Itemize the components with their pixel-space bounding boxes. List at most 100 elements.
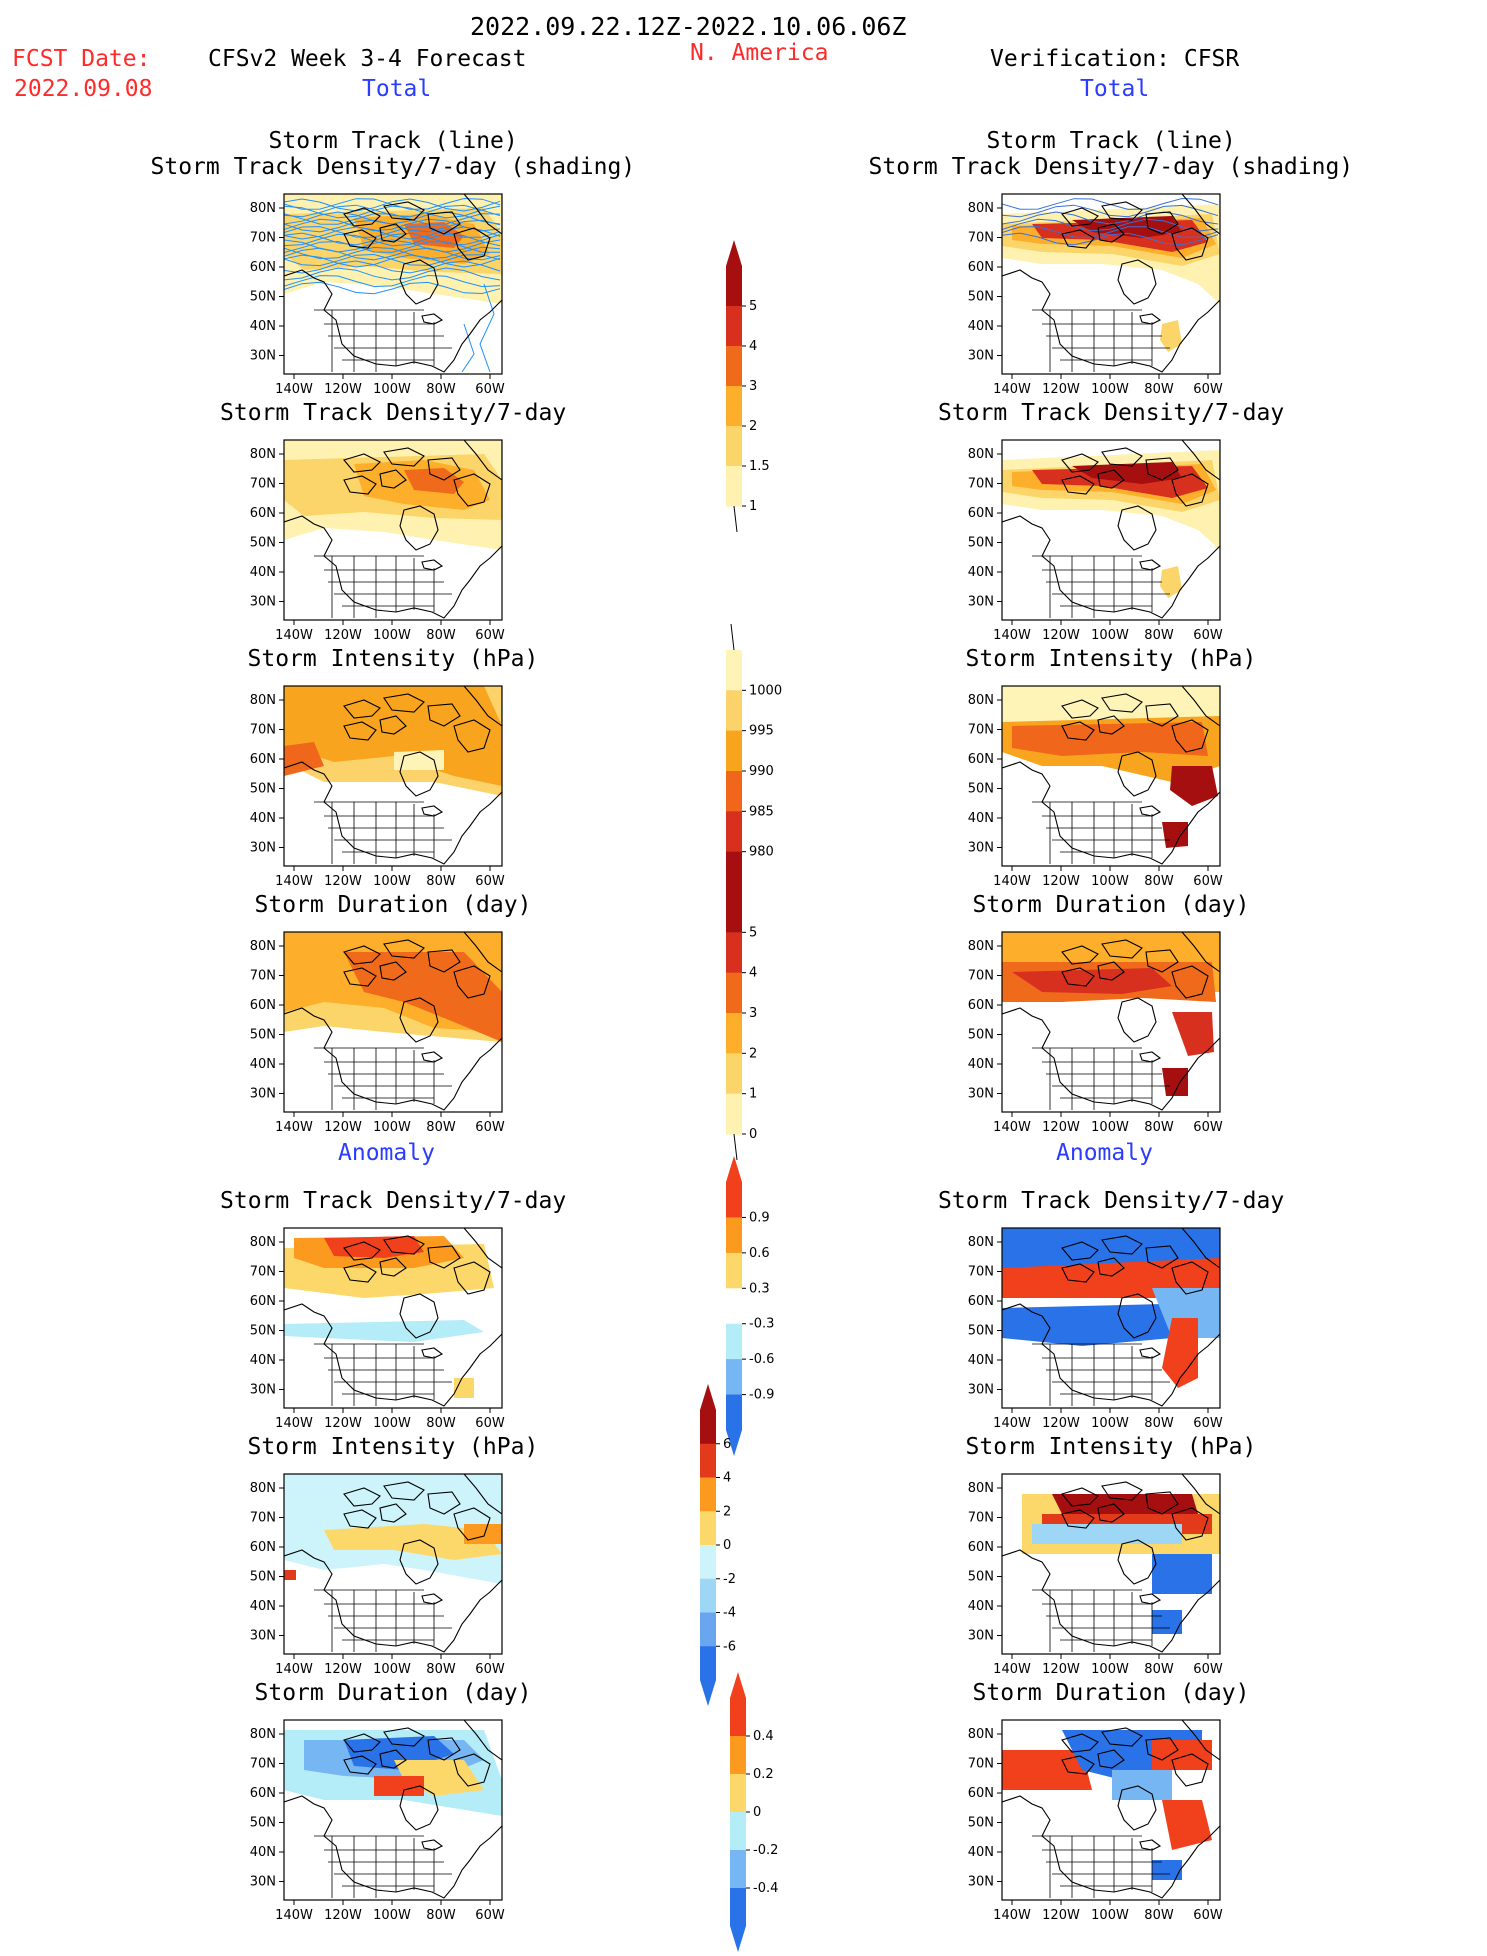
shaded-region bbox=[1172, 1012, 1214, 1056]
coastline bbox=[1139, 559, 1162, 571]
lat-tick-label: 70N bbox=[250, 231, 276, 246]
coastline bbox=[383, 1727, 425, 1747]
coastline bbox=[1101, 1235, 1143, 1255]
coastline bbox=[421, 1839, 444, 1851]
coastline bbox=[383, 693, 425, 713]
coastline bbox=[1145, 1491, 1179, 1515]
lon-tick-label: 80W bbox=[426, 1908, 456, 1923]
coastline bbox=[1061, 1733, 1099, 1753]
coastline bbox=[1002, 269, 1220, 373]
colorbar-swatch bbox=[726, 386, 742, 427]
coastline bbox=[1101, 1727, 1143, 1747]
coastline bbox=[399, 505, 439, 551]
colorbar-label: 980 bbox=[749, 845, 774, 860]
lat-tick-label: 30N bbox=[968, 1629, 994, 1644]
coastline bbox=[453, 1261, 491, 1295]
map-verification-duration_anom: 80N 70N 60N 50N 40N 30N 140W 120W 100W 80W 60W bbox=[968, 1719, 1223, 1923]
shaded-region bbox=[1162, 822, 1188, 848]
colorbar-label: 0.2 bbox=[753, 1767, 774, 1782]
coastline bbox=[1181, 1474, 1220, 1515]
colorbar-label: 0 bbox=[749, 1127, 757, 1142]
panel-title: Storm Duration (day) bbox=[972, 1680, 1250, 1706]
coastline bbox=[1101, 693, 1143, 713]
region-title: N. America bbox=[690, 40, 829, 66]
lat-tick-label: 60N bbox=[968, 1294, 994, 1309]
colorbar-duration_anom: 0.4 0.2 0 -0.2 -0.4 bbox=[730, 1672, 778, 1952]
lon-tick-label: 60W bbox=[1193, 874, 1223, 889]
colorbar-label: 2 bbox=[749, 419, 757, 434]
lat-tick-label: 30N bbox=[250, 1875, 276, 1890]
colorbar-density_total: 5 4 3 2 1.5 1 bbox=[726, 240, 770, 533]
panel-title: Storm Duration (day) bbox=[254, 1680, 532, 1706]
colorbar-label: 5 bbox=[749, 925, 757, 940]
coastline bbox=[1101, 1481, 1143, 1501]
coastline bbox=[427, 211, 461, 235]
coastline bbox=[427, 1245, 461, 1269]
shaded-region bbox=[1012, 722, 1208, 756]
lat-tick-label: 30N bbox=[250, 349, 276, 364]
coastline bbox=[1139, 1347, 1162, 1359]
coastline bbox=[1145, 1245, 1179, 1269]
coastline bbox=[1061, 475, 1095, 495]
coastline bbox=[399, 997, 439, 1043]
shaded-region bbox=[1032, 1524, 1182, 1544]
shaded-region bbox=[1152, 1740, 1212, 1770]
colorbar-swatch bbox=[730, 1888, 746, 1927]
lon-tick-label: 100W bbox=[1091, 628, 1129, 643]
coastline bbox=[1061, 1509, 1095, 1529]
lat-tick-label: 60N bbox=[250, 1786, 276, 1801]
colorbar-label: 4 bbox=[749, 339, 757, 354]
colorbar-label: -4 bbox=[723, 1606, 736, 1621]
colorbar-swatch bbox=[726, 892, 742, 933]
lat-tick-label: 50N bbox=[968, 782, 994, 797]
map-frame bbox=[283, 439, 503, 621]
lon-tick-label: 140W bbox=[275, 1120, 313, 1135]
shaded-region bbox=[1002, 1304, 1172, 1346]
fcst-date-value: 2022.09.08 bbox=[14, 76, 153, 102]
coastline bbox=[1145, 949, 1179, 973]
lon-tick-label: 120W bbox=[1042, 1416, 1080, 1431]
colorbar-swatch bbox=[726, 1288, 742, 1325]
lon-tick-label: 60W bbox=[475, 1908, 505, 1923]
lon-tick-label: 120W bbox=[324, 1416, 362, 1431]
lat-tick-label: 70N bbox=[250, 477, 276, 492]
lon-tick-label: 80W bbox=[426, 874, 456, 889]
lon-tick-label: 60W bbox=[1193, 628, 1223, 643]
lon-tick-label: 140W bbox=[993, 874, 1031, 889]
lon-tick-label: 120W bbox=[1042, 1908, 1080, 1923]
lon-tick-label: 80W bbox=[1144, 382, 1174, 397]
panel-title: Storm Intensity (hPa) bbox=[965, 1434, 1257, 1460]
lon-tick-label: 60W bbox=[1193, 1908, 1223, 1923]
coastline bbox=[379, 1257, 407, 1277]
shaded-region bbox=[1012, 968, 1172, 994]
lat-tick-label: 40N bbox=[968, 1057, 994, 1072]
coastline bbox=[1181, 440, 1220, 481]
lat-tick-label: 50N bbox=[250, 782, 276, 797]
colorbar-swatch bbox=[726, 466, 742, 507]
colorbar-swatch bbox=[700, 1410, 716, 1445]
coastline bbox=[1101, 447, 1143, 467]
lon-tick-label: 100W bbox=[373, 628, 411, 643]
coastline bbox=[1002, 1007, 1220, 1111]
lat-tick-label: 30N bbox=[968, 1383, 994, 1398]
storm-track-line bbox=[284, 232, 501, 246]
lon-tick-label: 60W bbox=[475, 1662, 505, 1677]
lon-tick-label: 80W bbox=[1144, 874, 1174, 889]
lon-tick-label: 140W bbox=[275, 874, 313, 889]
map-frame bbox=[1001, 439, 1221, 621]
lon-tick-label: 100W bbox=[1091, 1908, 1129, 1923]
colorbar-swatch bbox=[726, 1217, 742, 1254]
coastline bbox=[453, 1507, 491, 1541]
coastline bbox=[1117, 751, 1157, 797]
coastline bbox=[1097, 223, 1125, 243]
coastline bbox=[399, 751, 439, 797]
shaded-region bbox=[1002, 1750, 1092, 1790]
colorbar-swatch bbox=[730, 1736, 746, 1775]
coastline bbox=[379, 961, 407, 981]
colorbar-swatch bbox=[726, 730, 742, 772]
coastline bbox=[1181, 1228, 1220, 1269]
coastline bbox=[383, 1235, 425, 1255]
coastline bbox=[1101, 939, 1143, 959]
panel-title: Storm Track Density/7-day bbox=[220, 400, 567, 426]
coastline bbox=[1171, 1507, 1209, 1541]
